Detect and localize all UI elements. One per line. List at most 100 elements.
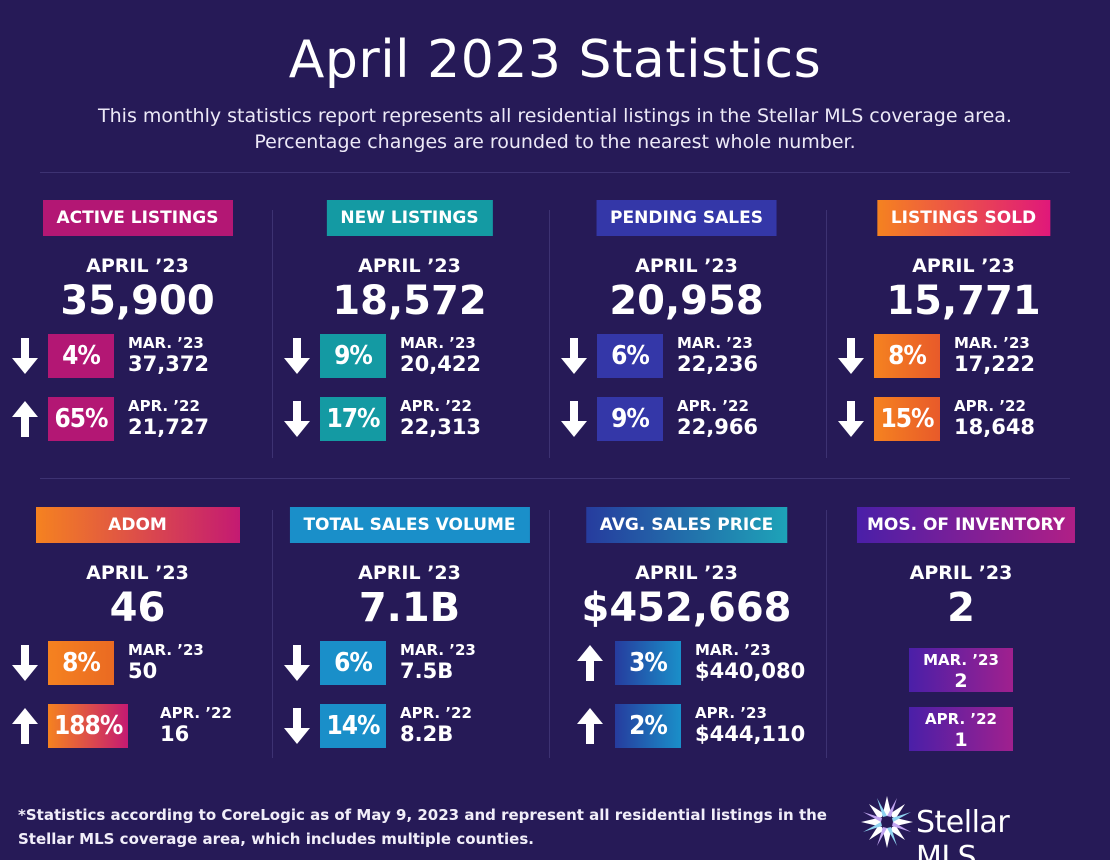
logo-text: Stellar MLS <box>916 805 1010 860</box>
comparison-value: 18,648 <box>954 415 1036 439</box>
pct-badge: 6% <box>597 334 663 378</box>
page-title: April 2023 Statistics <box>288 30 822 90</box>
comparison-row: 8% MAR. ’23 17,222 <box>826 332 1101 378</box>
comparison-label: APR. ’22 <box>954 397 1026 415</box>
footnote-line-2: Stellar MLS coverage area, which include… <box>18 830 534 848</box>
pct-badge: 2% <box>615 704 681 748</box>
inventory-comparison-box: MAR. ’23 2 <box>909 648 1013 692</box>
pct-badge: 17% <box>320 397 386 441</box>
card-value: 18,572 <box>332 278 487 324</box>
card-avg-sales-price: AVG. SALES PRICE APRIL ’23 $452,668 3% M… <box>549 507 824 797</box>
divider-vertical <box>549 510 550 758</box>
card-period: APRIL ’23 <box>358 562 461 584</box>
comparison-value: 17,222 <box>954 352 1036 376</box>
comparison-row: 9% APR. ’22 22,966 <box>549 395 824 441</box>
card-new-listings: NEW LISTINGS APRIL ’23 18,572 9% MAR. ’2… <box>272 200 547 490</box>
pct-badge: 15% <box>874 397 940 441</box>
card-value: 15,771 <box>886 278 1041 324</box>
comparison-value: $444,110 <box>695 722 806 746</box>
arrow-down-icon <box>12 338 38 374</box>
comparison-label: MAR. ’23 <box>677 334 753 352</box>
comparison-row: 4% MAR. ’23 37,372 <box>0 332 275 378</box>
pct-badge: 9% <box>320 334 386 378</box>
card-label: NEW LISTINGS <box>326 200 493 236</box>
card-label: TOTAL SALES VOLUME <box>289 507 530 543</box>
card-value: 35,900 <box>60 278 215 324</box>
card-pending-sales: PENDING SALES APRIL ’23 20,958 6% MAR. ’… <box>549 200 824 490</box>
inventory-comparison-value: 2 <box>954 670 968 692</box>
comparison-row: 8% MAR. ’23 50 <box>0 639 275 685</box>
card-value: 2 <box>947 585 975 631</box>
inventory-comparison-label: APR. ’22 <box>925 710 997 728</box>
card-listings-sold: LISTINGS SOLD APRIL ’23 15,771 8% MAR. ’… <box>826 200 1101 490</box>
card-period: APRIL ’23 <box>86 562 189 584</box>
card-months-of-inventory: MOS. OF INVENTORY APRIL ’23 2 MAR. ’23 2… <box>826 507 1106 797</box>
comparison-row: 14% APR. ’22 8.2B <box>272 702 547 748</box>
stellar-mls-logo: Stellar MLS <box>860 795 1070 860</box>
pct-badge: 8% <box>48 641 114 685</box>
comparison-row: 2% APR. ’23 $444,110 <box>549 702 824 748</box>
pct-badge: 14% <box>320 704 386 748</box>
comparison-label: APR. ’22 <box>677 397 749 415</box>
arrow-down-icon <box>12 645 38 681</box>
arrow-down-icon <box>284 401 310 437</box>
arrow-down-icon <box>284 708 310 744</box>
comparison-row: 3% MAR. ’23 $440,080 <box>549 639 824 685</box>
pct-badge: 9% <box>597 397 663 441</box>
card-active-listings: ACTIVE LISTINGS APRIL ’23 35,900 4% MAR.… <box>0 200 275 490</box>
divider-middle <box>40 478 1070 479</box>
comparison-value: 22,313 <box>400 415 482 439</box>
subtitle-line-1: This monthly statistics report represent… <box>98 105 1012 127</box>
comparison-value: 21,727 <box>128 415 210 439</box>
comparison-label: MAR. ’23 <box>400 334 476 352</box>
pct-badge: 4% <box>48 334 114 378</box>
comparison-label: APR. ’22 <box>128 397 200 415</box>
comparison-label: MAR. ’23 <box>400 641 476 659</box>
arrow-up-icon <box>12 401 38 437</box>
card-period: APRIL ’23 <box>635 562 738 584</box>
card-label: ACTIVE LISTINGS <box>42 200 233 236</box>
comparison-value: 22,966 <box>677 415 759 439</box>
comparison-value: 50 <box>128 659 158 683</box>
arrow-up-icon <box>577 645 603 681</box>
inventory-comparison-label: MAR. ’23 <box>923 651 999 669</box>
arrow-down-icon <box>284 645 310 681</box>
card-value: 20,958 <box>609 278 764 324</box>
divider-vertical <box>826 210 827 458</box>
comparison-label: APR. ’23 <box>695 704 767 722</box>
pct-badge: 188% <box>48 704 129 748</box>
comparison-label: MAR. ’23 <box>128 334 204 352</box>
inventory-comparison-value: 1 <box>954 729 968 751</box>
comparison-row: 9% MAR. ’23 20,422 <box>272 332 547 378</box>
footnote-line-1: *Statistics according to CoreLogic as of… <box>18 806 827 824</box>
comparison-value: 37,372 <box>128 352 210 376</box>
starburst-icon <box>861 796 913 848</box>
pct-badge: 65% <box>48 397 114 441</box>
card-label: AVG. SALES PRICE <box>585 507 788 543</box>
arrow-down-icon <box>838 401 864 437</box>
comparison-value: 22,236 <box>677 352 759 376</box>
arrow-down-icon <box>561 338 587 374</box>
card-period: APRIL ’23 <box>909 562 1013 584</box>
inventory-comparison-box: APR. ’22 1 <box>909 707 1013 751</box>
arrow-down-icon <box>838 338 864 374</box>
comparison-row: 188% APR. ’22 16 <box>0 702 275 748</box>
divider-top <box>40 172 1070 173</box>
comparison-label: APR. ’22 <box>400 397 472 415</box>
card-adom: ADOM APRIL ’23 46 8% MAR. ’23 50 188% AP… <box>0 507 275 797</box>
card-period: APRIL ’23 <box>635 255 738 277</box>
card-period: APRIL ’23 <box>86 255 189 277</box>
comparison-row: 6% MAR. ’23 22,236 <box>549 332 824 378</box>
comparison-value: $440,080 <box>695 659 806 683</box>
card-period: APRIL ’23 <box>358 255 461 277</box>
pct-badge: 6% <box>320 641 386 685</box>
comparison-label: APR. ’22 <box>160 704 232 722</box>
card-label: PENDING SALES <box>596 200 777 236</box>
arrow-down-icon <box>284 338 310 374</box>
divider-vertical <box>272 510 273 758</box>
comparison-label: APR. ’22 <box>400 704 472 722</box>
footnote: *Statistics according to CoreLogic as of… <box>18 803 848 851</box>
arrow-up-icon <box>577 708 603 744</box>
card-label: LISTINGS SOLD <box>876 200 1051 236</box>
comparison-value: 20,422 <box>400 352 482 376</box>
